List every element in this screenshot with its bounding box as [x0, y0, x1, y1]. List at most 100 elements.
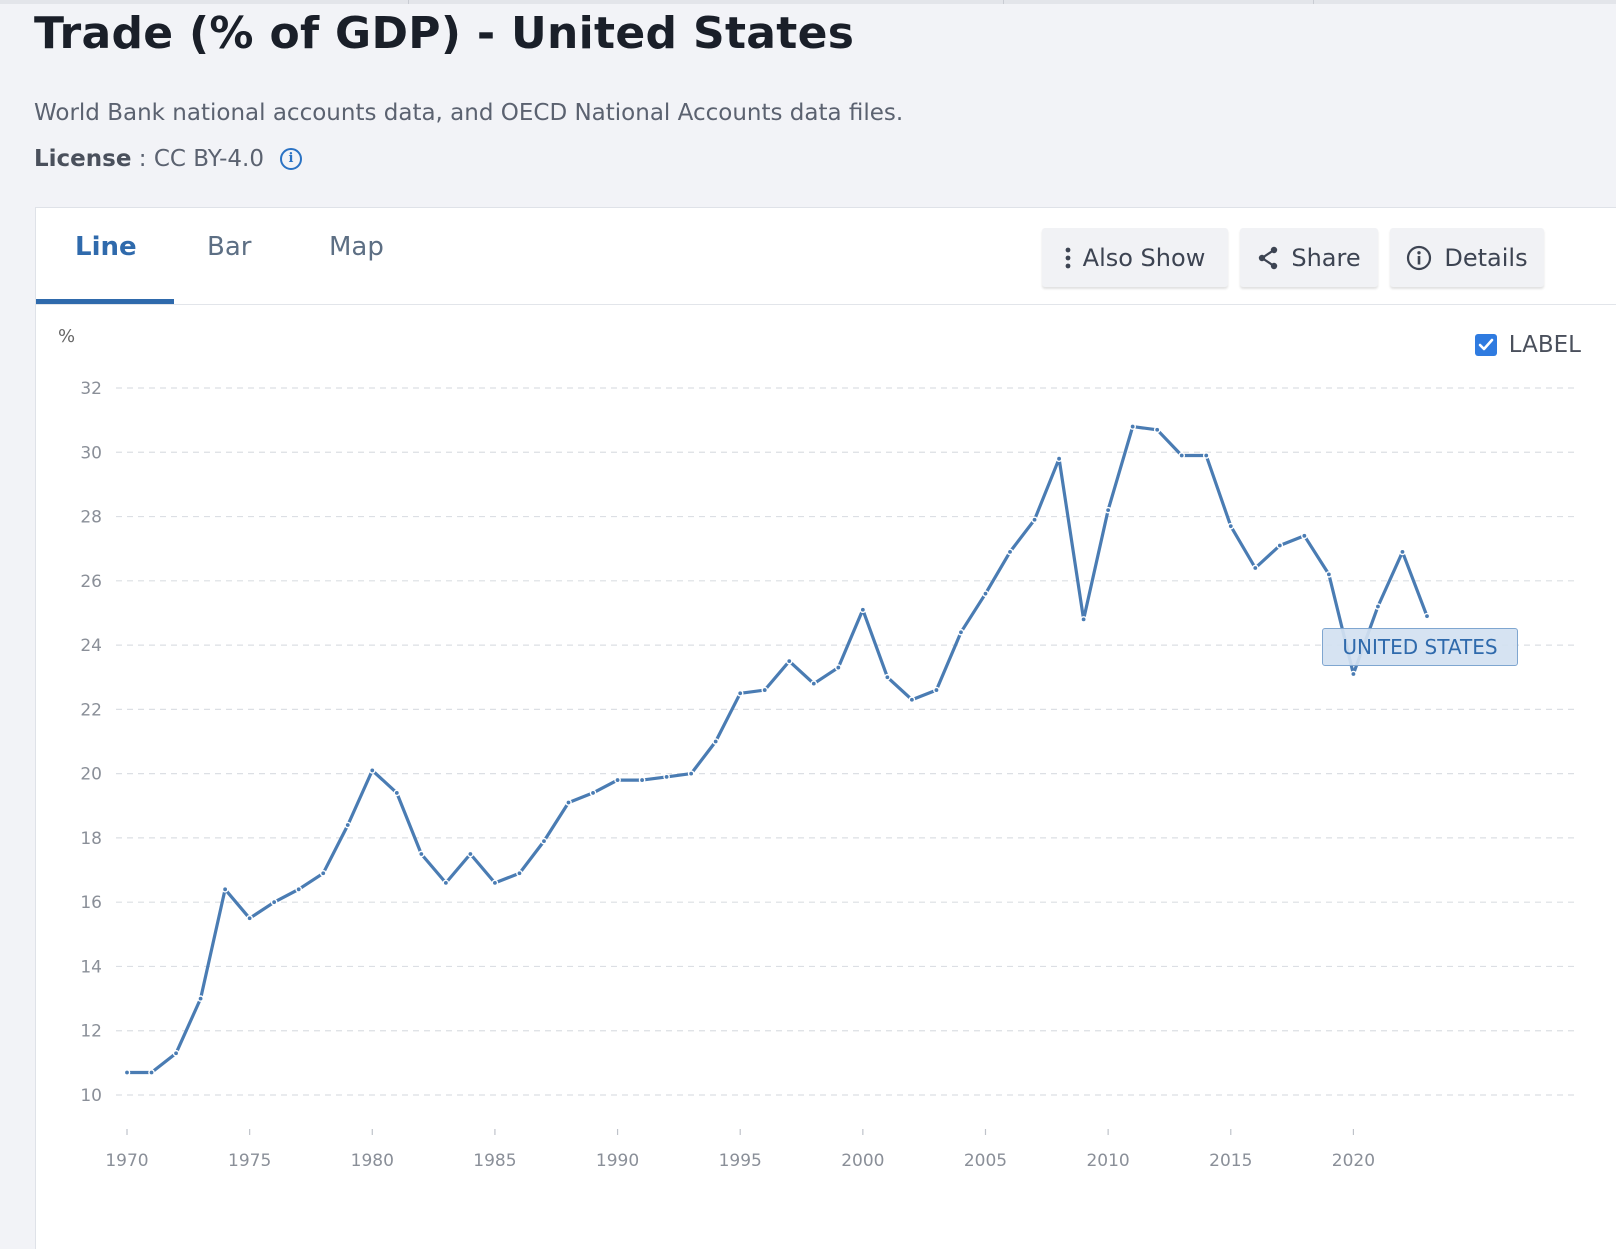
details-label: Details [1444, 243, 1528, 272]
label-checkbox[interactable] [1474, 334, 1497, 356]
data-point-1997 [785, 657, 793, 665]
x-tick-2020: 2020 [1332, 1151, 1375, 1171]
data-point-1985 [491, 879, 499, 887]
data-point-1974 [221, 886, 229, 893]
y-tick-labels: 10 12 14 16 18 20 22 24 26 28 30 32 [80, 379, 102, 1106]
line-chart: 10 12 14 16 18 20 22 24 26 28 30 32 1970 1975 1980 198… [80, 379, 1576, 1171]
data-point-1979 [344, 821, 352, 829]
also-show-label: Also Show [1082, 243, 1206, 272]
x-tick-2005: 2005 [964, 1151, 1007, 1171]
series-label-united-states: UNITED STATES [1322, 628, 1518, 666]
data-point-1982 [418, 850, 425, 858]
data-point-2003 [933, 686, 940, 694]
x-tick-1985: 1985 [473, 1151, 516, 1171]
license-line: License : CC BY-4.0 i [34, 146, 302, 172]
data-point-2023 [1423, 612, 1431, 620]
x-tick-2000: 2000 [841, 1151, 884, 1171]
x-tick-1970: 1970 [105, 1151, 148, 1171]
chart-card: Line Bar Map Also Show Share Details [35, 207, 1616, 1249]
data-point-1975 [246, 914, 253, 922]
data-point-2006 [1006, 548, 1014, 556]
y-tick-10: 10 [80, 1086, 102, 1106]
share-button[interactable]: Share [1240, 228, 1378, 287]
data-point-2000 [859, 606, 867, 614]
tab-bar[interactable]: Bar [207, 232, 252, 262]
x-tick-2010: 2010 [1086, 1151, 1129, 1171]
data-point-2008 [1055, 455, 1063, 462]
license-separator: : [131, 146, 154, 172]
data-point-2019 [1325, 571, 1333, 578]
y-tick-20: 20 [80, 765, 102, 785]
data-point-2012 [1153, 426, 1161, 434]
y-tick-22: 22 [80, 700, 102, 720]
data-point-1994 [712, 738, 719, 745]
data-point-1987 [540, 837, 548, 845]
data-point-2017 [1276, 542, 1284, 549]
data-point-1993 [687, 770, 695, 777]
data-point-2011 [1129, 423, 1136, 430]
y-tick-24: 24 [80, 636, 102, 656]
details-button[interactable]: Details [1390, 228, 1544, 287]
y-tick-12: 12 [80, 1022, 102, 1042]
data-point-1989 [589, 789, 597, 797]
grid-lines [116, 387, 1576, 1096]
top-divider [0, 0, 1616, 4]
data-point-1980 [368, 767, 376, 774]
x-tick-1975: 1975 [228, 1151, 271, 1171]
info-icon[interactable]: i [279, 148, 302, 170]
data-point-1991 [638, 776, 646, 784]
y-tick-16: 16 [80, 893, 102, 913]
license-value: CC BY-4.0 [153, 146, 264, 172]
data-point-1988 [565, 799, 572, 806]
data-point-1984 [467, 850, 474, 858]
data-point-2018 [1301, 532, 1308, 540]
source-note: World Bank national accounts data, and O… [34, 100, 904, 126]
data-point-2015 [1227, 522, 1235, 530]
data-point-1971 [148, 1069, 155, 1076]
info-circle-icon [1407, 245, 1432, 270]
data-point-2010 [1104, 506, 1112, 514]
data-point-2001 [884, 673, 891, 681]
series-line-0 [125, 425, 1429, 1075]
tab-map[interactable]: Map [329, 232, 384, 262]
share-icon [1259, 246, 1278, 269]
y-tick-26: 26 [80, 572, 102, 592]
checkmark-icon [1478, 338, 1494, 351]
x-tick-1995: 1995 [719, 1151, 762, 1171]
series-layer [123, 423, 1431, 1076]
data-point-1976 [270, 898, 278, 906]
data-point-2016 [1252, 564, 1259, 572]
y-tick-18: 18 [80, 829, 102, 849]
y-tick-28: 28 [80, 508, 102, 528]
y-tick-32: 32 [80, 379, 102, 399]
license-label: License [34, 146, 132, 172]
data-point-2009 [1080, 616, 1087, 623]
x-tick-labels: 1970 1975 1980 1985 1990 1995 2000 2005 2010 2015… [105, 1129, 1375, 1171]
data-point-2004 [957, 628, 965, 636]
x-tick-2015: 2015 [1209, 1151, 1252, 1171]
data-point-2005 [982, 590, 989, 597]
data-point-2021 [1374, 603, 1382, 610]
y-tick-30: 30 [80, 443, 102, 463]
y-axis-unit: % [58, 326, 76, 347]
data-point-2007 [1031, 516, 1038, 524]
data-point-1972 [172, 1049, 180, 1057]
data-point-1996 [761, 686, 769, 694]
chart-tabs: Line Bar Map Also Show Share Details [36, 208, 1616, 305]
data-point-2013 [1178, 452, 1186, 459]
label-toggle-text: LABEL [1508, 332, 1581, 358]
y-tick-14: 14 [80, 957, 102, 977]
label-toggle[interactable]: LABEL [1474, 332, 1581, 358]
x-tick-1990: 1990 [596, 1151, 639, 1171]
more-vertical-icon [1065, 247, 1071, 268]
data-point-1995 [736, 689, 744, 697]
data-point-1970 [123, 1069, 131, 1076]
active-tab-indicator [36, 299, 174, 304]
also-show-button[interactable]: Also Show [1042, 228, 1228, 287]
tab-line[interactable]: Line [75, 232, 137, 262]
data-point-1998 [810, 680, 818, 687]
share-label: Share [1291, 243, 1361, 272]
data-point-1992 [663, 773, 670, 781]
data-point-1973 [197, 995, 204, 1002]
data-point-1986 [516, 869, 523, 877]
